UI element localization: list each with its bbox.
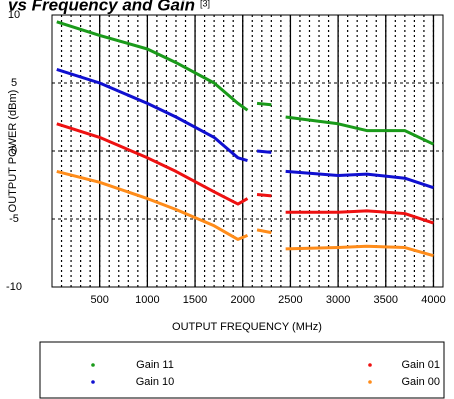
y-tick-label: 5 (11, 77, 17, 89)
legend-label: Gain 10 (136, 376, 175, 388)
y-tick-label: -10 (6, 281, 22, 293)
x-tick-label: 2000 (230, 294, 254, 306)
legend-label: Gain 00 (401, 376, 440, 388)
legend-marker (368, 380, 372, 384)
x-axis-label: OUTPUT FREQUENCY (MHz) (172, 321, 322, 333)
title-note: [3] (200, 0, 210, 8)
x-tick-label: 1500 (183, 294, 207, 306)
x-tick-label: 4000 (421, 294, 445, 306)
legend-label: Gain 11 (136, 359, 174, 371)
x-tick-label: 3500 (374, 294, 398, 306)
y-tick-label: -5 (9, 213, 19, 225)
series-line (56, 122, 434, 225)
x-tick-label: 1000 (135, 294, 159, 306)
chart-title: vs Frequency and Gain (8, 0, 195, 14)
y-tick-label: 0 (11, 145, 17, 157)
plot-frame (51, 14, 444, 288)
series-line (56, 20, 435, 146)
legend-marker (91, 380, 95, 384)
legend-marker (91, 363, 95, 367)
x-tick-label: 2500 (278, 294, 302, 306)
legend-box (39, 341, 445, 399)
legend-marker (368, 363, 372, 367)
series-line (56, 67, 434, 190)
legend-label: Gain 01 (401, 359, 440, 371)
series-line (56, 169, 434, 258)
x-tick-label: 500 (91, 294, 109, 306)
y-tick-label: 10 (8, 9, 20, 21)
y-axis-label: OUTPUT POWER (dBm) (7, 90, 19, 213)
x-tick-label: 3000 (326, 294, 350, 306)
